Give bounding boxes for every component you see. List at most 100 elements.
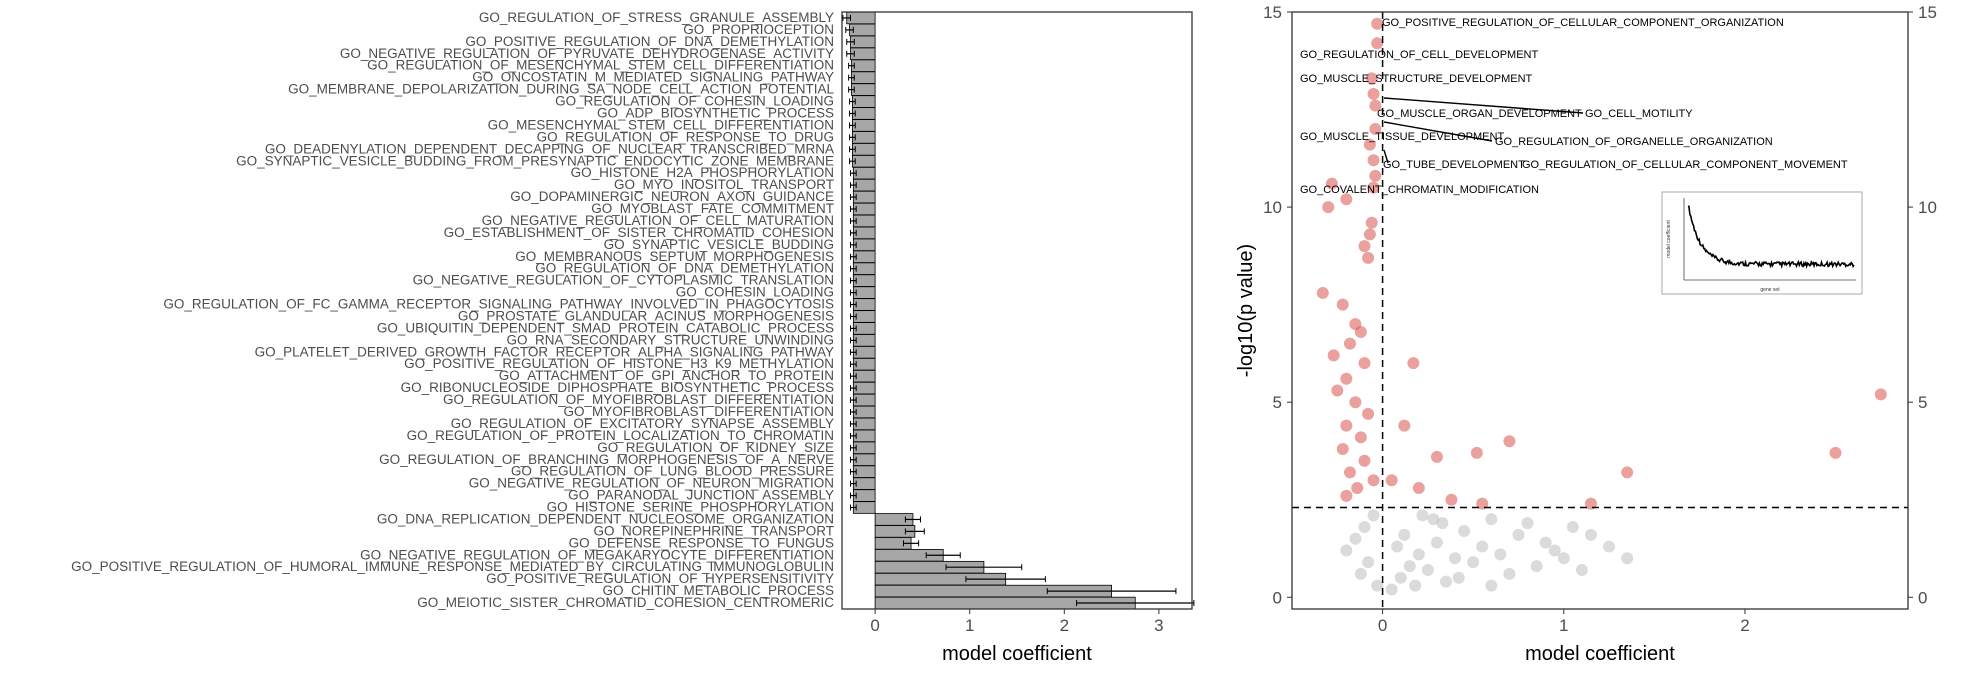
- right-y-tick-label: 15: [1918, 3, 1937, 22]
- data-point-significant: [1621, 466, 1634, 479]
- data-point-significant: [1343, 337, 1356, 350]
- data-point-significant: [1358, 240, 1371, 253]
- category-label: GO_REGULATION_OF_EXCITATORY_SYNAPSE_ASSE…: [451, 416, 834, 431]
- data-point-nonsignificant: [1367, 509, 1380, 522]
- category-label: GO_REGULATION_OF_RESPONSE_TO_DRUG: [537, 129, 834, 144]
- data-point-nonsignificant: [1436, 517, 1449, 530]
- data-point-significant: [1316, 286, 1329, 299]
- category-label: GO_REGULATION_OF_BRANCHING_MORPHOGENESIS…: [379, 452, 834, 467]
- data-point-significant: [1369, 169, 1382, 182]
- category-label: GO_MEMBRANE_DEPOLARIZATION_DURING_SA_NOD…: [288, 82, 834, 97]
- x-tick-label: 2: [1740, 616, 1749, 635]
- data-point-nonsignificant: [1340, 544, 1353, 557]
- data-point-nonsignificant: [1440, 575, 1452, 588]
- data-point-significant: [1322, 201, 1335, 214]
- data-point-significant: [1351, 482, 1364, 495]
- x-tick-label: 1: [965, 616, 974, 635]
- data-point-nonsignificant: [1503, 567, 1516, 580]
- y-axis-label: -log10(p value): [1235, 244, 1257, 377]
- category-label: GO_REGULATION_OF_MESENCHYMAL_STEM_CELL_D…: [367, 58, 834, 73]
- category-label: GO_NEGATIVE_REGULATION_OF_CYTOPLASMIC_TR…: [413, 273, 834, 288]
- data-point-significant: [1340, 489, 1353, 502]
- y-tick-label: 10: [1263, 198, 1282, 217]
- data-point-significant: [1874, 388, 1887, 401]
- data-point-significant: [1363, 228, 1376, 241]
- right-y-tick-label: 10: [1918, 198, 1937, 217]
- category-label: GO_ADP_BIOSYNTHETIC_PROCESS: [597, 105, 834, 120]
- category-label: GO_MYOFIBROBLAST_DIFFERENTIATION: [563, 404, 834, 419]
- data-point-significant: [1367, 87, 1380, 100]
- annotation-label: GO_TUBE_DEVELOPMENT: [1383, 159, 1525, 171]
- category-label: GO_NOREPINEPHRINE_TRANSPORT: [593, 523, 834, 538]
- category-label: GO_REGULATION_OF_FC_GAMMA_RECEPTOR_SIGNA…: [163, 297, 834, 312]
- y-tick-label: 15: [1263, 3, 1282, 22]
- data-point-significant: [1340, 372, 1353, 385]
- data-point-significant: [1343, 466, 1356, 479]
- bar: [851, 71, 876, 84]
- data-point-significant: [1336, 298, 1349, 311]
- category-label: GO_NEGATIVE_REGULATION_OF_PYRUVATE_DEHYD…: [340, 46, 834, 61]
- bar: [851, 83, 876, 96]
- data-point-nonsignificant: [1603, 540, 1616, 553]
- data-point-significant: [1385, 474, 1398, 487]
- category-label: GO_POSITIVE_REGULATION_OF_HUMORAL_IMMUNE…: [71, 559, 834, 574]
- data-point-nonsignificant: [1530, 560, 1543, 573]
- category-label: GO_DEFENSE_RESPONSE_TO_FUNGUS: [569, 535, 834, 550]
- data-point-significant: [1365, 72, 1378, 85]
- data-point-significant: [1354, 325, 1367, 338]
- plot-border: [1291, 11, 1909, 610]
- data-point-nonsignificant: [1394, 571, 1407, 584]
- plot-border: [841, 11, 1193, 610]
- data-point-nonsignificant: [1539, 536, 1552, 549]
- y-tick-label: 0: [1273, 588, 1282, 607]
- category-label: GO_POSITIVE_REGULATION_OF_HISTONE_H3_K9_…: [404, 356, 834, 371]
- data-point-significant: [1367, 154, 1380, 167]
- data-point-nonsignificant: [1427, 513, 1440, 526]
- x-axis-label: model coefficient: [1525, 643, 1675, 665]
- category-label: GO_MYO_INOSITOL_TRANSPORT: [614, 177, 834, 192]
- data-point-nonsignificant: [1566, 521, 1579, 534]
- category-label: GO_RIBONUCLEOSIDE_DIPHOSPHATE_BIOSYNTHET…: [401, 380, 834, 395]
- data-point-significant: [1369, 123, 1382, 136]
- data-point-nonsignificant: [1584, 528, 1597, 541]
- data-point-nonsignificant: [1358, 521, 1371, 534]
- data-point-nonsignificant: [1403, 560, 1416, 573]
- category-label: GO_CHITIN_METABOLIC_PROCESS: [602, 583, 834, 598]
- annotation-label: GO_REGULATION_OF_CELL_DEVELOPMENT: [1300, 49, 1538, 61]
- category-label: GO_COHESIN_LOADING: [676, 285, 834, 300]
- category-label: GO_REGULATION_OF_KIDNEY_SIZE: [597, 440, 834, 455]
- bar: [852, 107, 876, 120]
- data-point-nonsignificant: [1362, 556, 1375, 569]
- data-point-nonsignificant: [1485, 579, 1498, 592]
- data-point-significant: [1398, 419, 1411, 432]
- data-point-significant: [1369, 99, 1382, 112]
- data-point-nonsignificant: [1557, 552, 1570, 565]
- category-label: GO_RNA_SECONDARY_STRUCTURE_UNWINDING: [506, 332, 834, 347]
- data-point-nonsignificant: [1485, 513, 1498, 526]
- data-point-nonsignificant: [1385, 583, 1398, 596]
- category-label: GO_DEADENYLATION_DEPENDENT_DECAPPING_OF_…: [265, 141, 834, 156]
- data-point-significant: [1336, 443, 1349, 456]
- bar-chart-panel: GO_REGULATION_OF_STRESS_GRANULE_ASSEMBLY…: [71, 10, 1195, 665]
- data-point-significant: [1412, 482, 1425, 495]
- category-label: GO_REGULATION_OF_LUNG_BLOOD_PRESSURE: [511, 464, 834, 479]
- category-label: GO_UBIQUITIN_DEPENDENT_SMAD_PROTEIN_CATA…: [377, 320, 834, 335]
- bar: [852, 95, 876, 108]
- inset-x-axis-label: gene set: [1760, 287, 1780, 293]
- bar: [852, 154, 876, 168]
- data-point-significant: [1470, 446, 1483, 459]
- category-label: GO_HISTONE_H2A_PHOSPHORYLATION: [571, 165, 834, 180]
- bar: [852, 131, 876, 144]
- bar: [852, 143, 876, 156]
- category-label: GO_NEGATIVE_REGULATION_OF_CELL_MATURATIO…: [482, 213, 834, 228]
- data-point-significant: [1349, 396, 1362, 409]
- data-point-nonsignificant: [1391, 540, 1404, 553]
- volcano-plot-panel: 0 1 2 0 5 10 15 0 5 10 15 model coefficient -log10(p…: [1235, 3, 1937, 665]
- data-point-nonsignificant: [1409, 579, 1422, 592]
- data-point-nonsignificant: [1494, 548, 1507, 561]
- category-label: GO_DOPAMINERGIC_NEURON_AXON_GUIDANCE: [510, 189, 834, 204]
- inset-y-axis-label: model coefficient: [1666, 220, 1672, 258]
- data-point-nonsignificant: [1575, 563, 1588, 576]
- annotation-label: GO_MUSCLE_ORGAN_DEVELOPMENT: [1377, 108, 1582, 120]
- data-point-significant: [1367, 181, 1380, 194]
